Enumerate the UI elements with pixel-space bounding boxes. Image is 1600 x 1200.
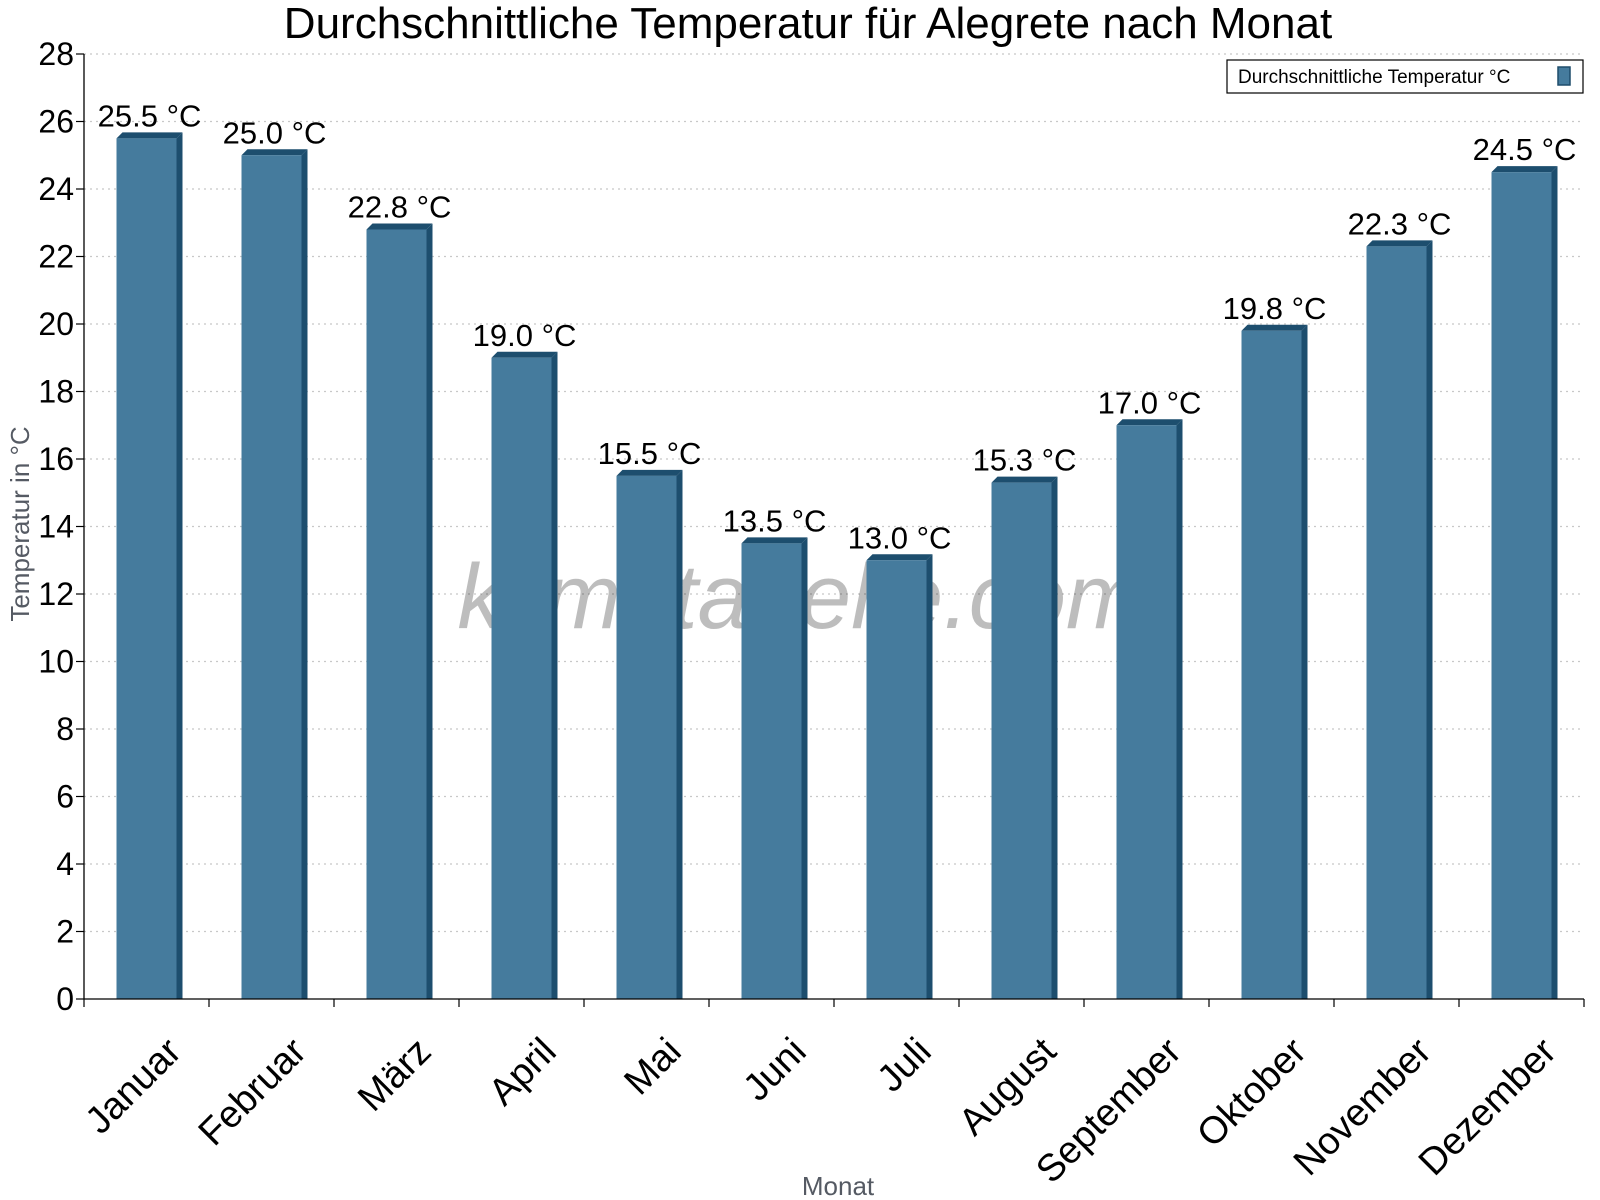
y-tick-label: 6: [56, 779, 74, 815]
bar-top: [866, 554, 933, 561]
bar-front: [991, 482, 1052, 999]
x-tick-label: Oktober: [1189, 1030, 1315, 1156]
bar: [1366, 240, 1433, 999]
bar-front: [866, 560, 927, 999]
bar: [741, 537, 808, 999]
bar-top: [991, 476, 1058, 483]
data-label: 19.8 °C: [1223, 291, 1327, 326]
y-tick-label: 10: [38, 644, 74, 680]
x-tick-label: Mai: [617, 1030, 690, 1103]
legend-swatch: [1557, 66, 1571, 86]
bar-side: [551, 351, 558, 999]
legend: Durchschnittliche Temperatur °C: [1226, 59, 1584, 94]
y-tick-label: 16: [38, 441, 74, 477]
y-tick-label: 0: [56, 981, 74, 1017]
x-tick-label: Februar: [191, 1030, 315, 1154]
data-label: 15.3 °C: [973, 443, 1077, 478]
data-label: 15.5 °C: [598, 436, 702, 471]
bar-front: [1116, 425, 1177, 999]
bar: [866, 554, 933, 999]
bar-side: [926, 554, 933, 999]
bar-side: [1551, 166, 1558, 999]
bar-side: [1176, 419, 1183, 999]
data-label: 25.5 °C: [98, 98, 202, 133]
y-tick-label: 24: [38, 171, 74, 207]
bar-side: [1051, 476, 1058, 999]
bar: [116, 132, 183, 999]
data-labels: 25.5 °C 25.0 °C 22.8 °C 19.0 °C 15.5 °C 13.5 …: [98, 98, 1577, 555]
x-tick-label: Januar: [78, 1030, 190, 1142]
bar: [1241, 324, 1308, 999]
bar-side: [426, 223, 433, 999]
bar: [1116, 419, 1183, 999]
bar-top: [1366, 240, 1433, 247]
data-label: 13.5 °C: [723, 503, 827, 538]
bar-side: [801, 537, 808, 999]
bar-top: [1241, 324, 1308, 331]
data-label: 22.3 °C: [1348, 206, 1452, 241]
bar-top: [1116, 419, 1183, 426]
bar-side: [301, 149, 308, 999]
y-tick-label: 4: [56, 846, 74, 882]
x-tick-label: Dezember: [1411, 1030, 1565, 1184]
x-tick-label: August: [951, 1030, 1065, 1144]
bar-front: [741, 543, 802, 999]
bar-front: [1491, 172, 1552, 999]
y-tick-label: 14: [38, 509, 74, 545]
bars: [116, 132, 1558, 999]
bar-side: [176, 132, 183, 999]
bar-top: [741, 537, 808, 544]
y-tick-label: 18: [38, 374, 74, 410]
y-tick-label: 28: [38, 36, 74, 72]
data-label: 24.5 °C: [1473, 132, 1577, 167]
legend-box: [1226, 59, 1584, 94]
y-axis-label: Temperatur in °C: [5, 426, 35, 621]
x-axis-ticks: Januar Februar März April Mai Juni Juli AugustS…: [78, 999, 1585, 1191]
x-tick-label: April: [481, 1030, 564, 1113]
x-tick-label: März: [350, 1030, 439, 1119]
bar-side: [1301, 324, 1308, 999]
x-tick-label: Juni: [736, 1030, 815, 1109]
data-label: 17.0 °C: [1098, 385, 1202, 420]
bar-top: [241, 149, 308, 156]
bar-top: [491, 351, 558, 358]
bar-top: [616, 469, 683, 476]
bar-front: [616, 475, 677, 999]
bar: [366, 223, 433, 999]
bar-top: [1491, 166, 1558, 173]
data-label: 19.0 °C: [473, 318, 577, 353]
grid: [84, 53, 1584, 933]
bar-front: [116, 138, 177, 999]
chart-title: Durchschnittliche Temperatur für Alegret…: [284, 0, 1332, 48]
bar: [241, 149, 308, 999]
y-tick-label: 26: [38, 104, 74, 140]
bar: [616, 469, 683, 999]
y-tick-label: 8: [56, 711, 74, 747]
bar-side: [1426, 240, 1433, 999]
bar: [1491, 166, 1558, 999]
bar-front: [1366, 246, 1427, 999]
y-tick-label: 2: [56, 914, 74, 950]
bar-front: [491, 357, 552, 999]
bar-front: [1241, 330, 1302, 999]
bar-top: [366, 223, 433, 230]
bar-top: [116, 132, 183, 139]
y-tick-label: 22: [38, 239, 74, 275]
bar-front: [366, 229, 427, 999]
data-label: 25.0 °C: [223, 115, 327, 150]
bar-side: [676, 469, 683, 999]
x-tick-label: Juli: [870, 1030, 940, 1100]
y-tick-label: 20: [38, 306, 74, 342]
legend-entry-label: Durchschnittliche Temperatur °C: [1238, 67, 1510, 88]
y-tick-label: 12: [38, 576, 74, 612]
x-axis-label: Monat: [802, 1171, 875, 1200]
data-label: 13.0 °C: [848, 520, 952, 555]
bar: [491, 351, 558, 999]
bar-front: [241, 155, 302, 999]
bar: [991, 476, 1058, 999]
data-label: 22.8 °C: [348, 190, 452, 225]
